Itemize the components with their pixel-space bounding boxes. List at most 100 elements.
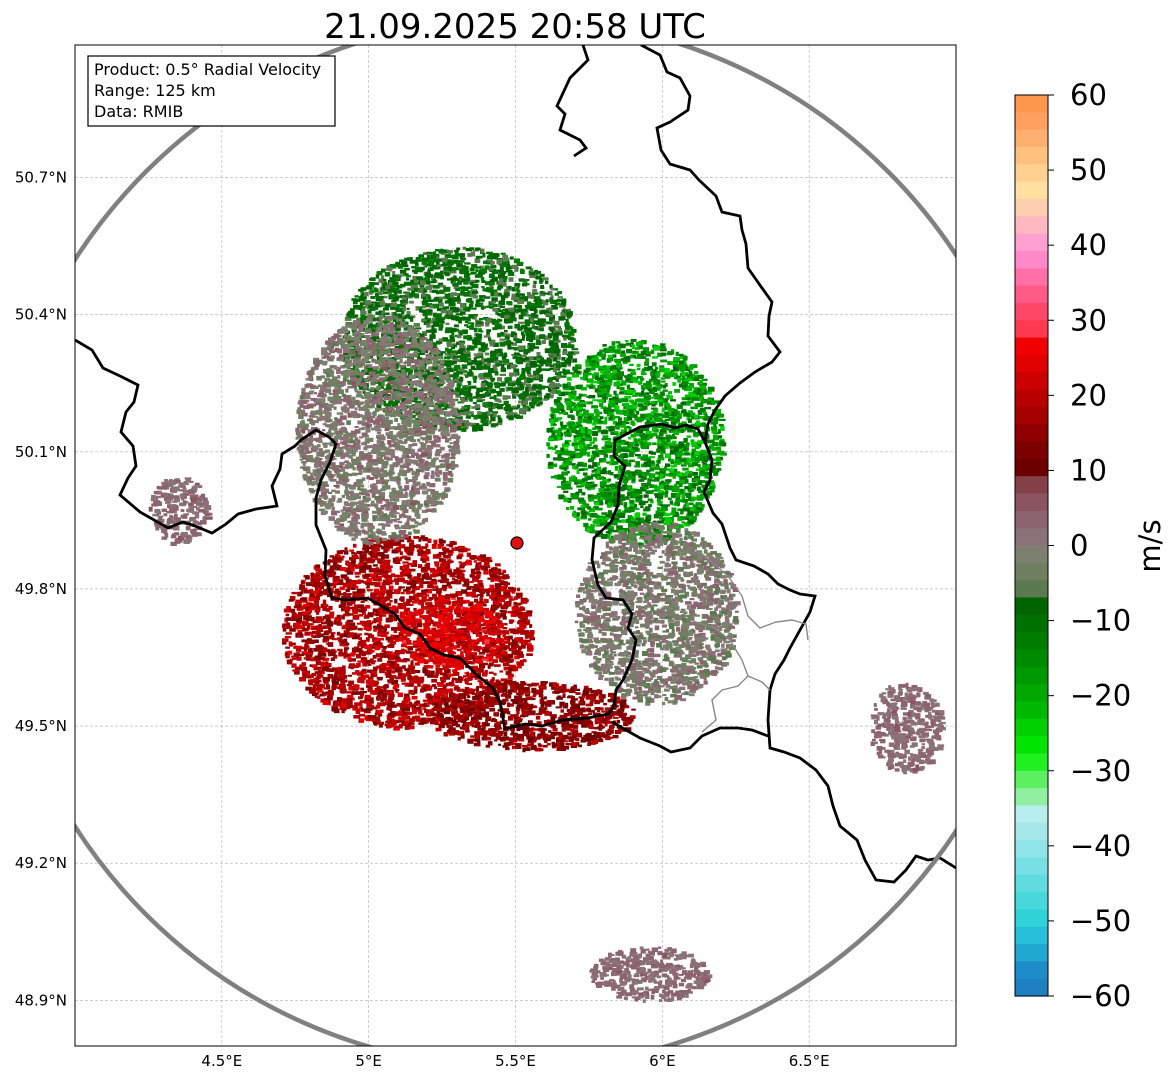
echo-cell [458,316,466,320]
echo-cell [377,301,382,304]
echo-cell [477,648,481,652]
echo-cell [425,543,429,548]
echo-cell [520,311,525,317]
echo-cell [327,622,334,627]
echo-cell [500,331,504,336]
echo-cell [426,693,431,698]
echo-cell [446,377,451,383]
echo-cell [499,670,504,673]
echo-cell [427,582,434,586]
echo-cell [338,674,343,677]
echo-cell [401,682,407,685]
echo-cell [318,649,325,655]
echo-cell [355,706,359,710]
echo-cell [464,420,469,424]
echo-cell [525,386,530,392]
echo-cell [465,397,470,401]
echo-cell [351,608,358,612]
echo-cell [487,664,491,669]
echo-cell [532,289,538,293]
echo-cell [536,374,540,379]
echo-cell [519,383,523,389]
echo-cell [479,554,487,559]
echo-cell [379,538,384,544]
echo-cell [469,591,476,597]
echo-cell [479,682,484,686]
echo-cell [327,559,332,563]
echo-cell [401,573,407,576]
echo-cell [385,576,393,582]
echo-cell [486,622,492,627]
echo-cell [321,647,327,652]
echo-cell [457,599,463,605]
echo-cell [423,702,428,708]
echo-cell [390,573,396,578]
echo-cell [418,600,424,606]
echo-cell [519,269,525,274]
echo-cell [302,628,309,632]
echo-cell [453,286,461,289]
echo-cell [442,262,446,265]
echo-cell [451,572,456,578]
echo-cell [442,601,448,604]
echo-cell [452,281,456,285]
echo-cell [479,603,487,607]
echo-cell [561,314,567,317]
echo-cell [394,650,402,654]
echo-cell [499,266,504,270]
echo-cell [382,579,389,585]
echo-cell [378,594,383,598]
echo-cell [296,652,301,655]
echo-cell [481,380,488,385]
echo-cell [351,580,358,583]
echo-cell [300,666,308,672]
echo-cell [408,651,415,654]
echo-cell [301,651,309,655]
echo-cell [477,660,483,663]
echo-cell [411,716,418,720]
echo-cell [386,670,392,675]
echo-cell [412,544,417,548]
echo-cell [398,716,405,721]
echo-cell [481,279,486,283]
echo-cell [484,358,490,363]
echo-cell [412,656,417,661]
echo-cell [333,708,340,714]
echo-cell [500,381,507,385]
echo-cell [331,686,336,691]
echo-cell [405,589,410,595]
echo-cell [410,666,415,672]
echo-cell [291,608,296,614]
echo-cell [336,581,344,586]
echo-cell [395,638,400,642]
echo-cell [327,695,331,700]
echo-cell [343,675,348,679]
echo-cell [461,406,468,410]
echo-cell [315,666,322,670]
echo-cell [468,385,472,391]
echo-cell [463,307,470,311]
echo-cell [514,372,518,377]
echo-cell [356,588,362,594]
echo-cell [389,263,397,267]
echo-cell [427,635,432,639]
echo-cell [442,581,448,584]
echo-cell [453,569,459,574]
echo-cell [315,575,322,578]
echo-cell [480,382,486,388]
echo-cell [500,264,507,268]
echo-cell [317,690,324,693]
echo-cell [482,630,489,633]
echo-cell [511,293,519,298]
echo-cell [372,608,379,613]
echo-cell [379,664,385,670]
echo-cell [377,545,383,548]
echo-cell [316,674,324,678]
echo-cell [306,674,314,677]
echo-cell [389,600,393,603]
echo-cell [513,406,519,410]
echo-cell [333,584,337,589]
echo-cell [398,631,405,635]
echo-cell [435,671,439,677]
echo-cell [380,275,385,280]
